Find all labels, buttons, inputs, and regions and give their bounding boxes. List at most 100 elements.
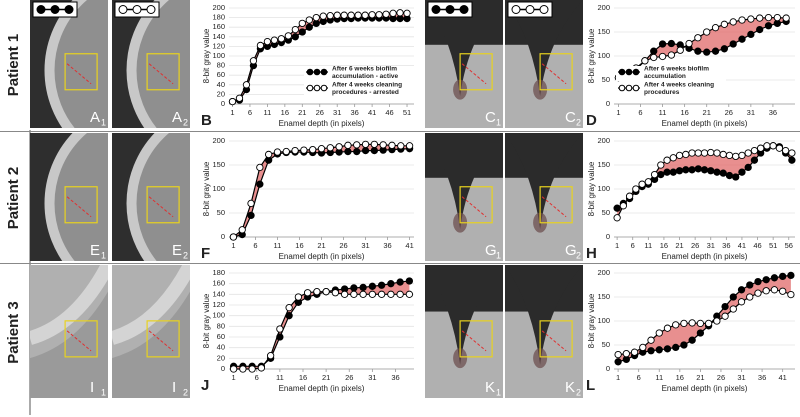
data-point (614, 358, 622, 366)
data-point (744, 149, 752, 157)
y-tick-label: 80 (217, 61, 225, 70)
data-point (773, 13, 781, 22)
photo-label: E (90, 242, 100, 259)
photo-label-sub: 2 (183, 250, 188, 260)
data-point (657, 170, 665, 179)
y-tick-label: 150 (212, 160, 225, 169)
y-axis-title: 8-bit gray value (202, 28, 211, 83)
data-point (787, 271, 795, 280)
data-point (347, 11, 355, 19)
y-tick-label: 20 (217, 353, 225, 362)
data-point (333, 11, 341, 19)
y-axis-title: 8-bit gray value (587, 161, 596, 216)
data-point (335, 143, 343, 151)
profile-line (148, 330, 174, 352)
photo-label: G (485, 242, 497, 259)
data-point (614, 350, 622, 359)
data-point (247, 211, 255, 220)
data-point (319, 12, 327, 20)
data-point (644, 178, 652, 186)
data-point (266, 352, 275, 360)
data-point (387, 290, 395, 298)
x-tick-label: 21 (703, 108, 711, 117)
legend-bg (616, 66, 726, 81)
data-point (672, 321, 680, 329)
photo-label-sub: 1 (101, 250, 106, 260)
data-point (641, 57, 649, 65)
x-tick-label: 26 (691, 241, 699, 250)
data-point (770, 274, 779, 282)
y-tick-label: 100 (597, 184, 610, 193)
photo-label: K (485, 379, 495, 396)
photo-label-sub: 1 (496, 117, 501, 127)
icon-dot (459, 5, 469, 14)
dentin (30, 291, 108, 398)
series-line (233, 143, 410, 238)
legend-marker (320, 68, 328, 76)
data-point (747, 15, 755, 23)
data-point (354, 11, 362, 19)
photo (425, 0, 503, 128)
photo (112, 0, 190, 128)
data-point (387, 280, 395, 288)
data-point (276, 325, 284, 333)
data-point (396, 278, 404, 286)
data-point (672, 343, 680, 352)
photo (505, 0, 583, 128)
photo-label-sub: 2 (576, 117, 581, 127)
x-tick-label: 16 (299, 373, 307, 382)
data-point (707, 167, 715, 175)
data-point (368, 290, 377, 298)
y-tick-label: 100 (597, 51, 610, 60)
photo (425, 265, 503, 398)
data-point (361, 140, 370, 149)
photo-label: G (565, 242, 577, 259)
data-point (720, 20, 729, 28)
data-point (389, 9, 397, 17)
y-tick-label: 40 (217, 80, 225, 89)
data-point (650, 53, 658, 62)
legend-marker (313, 68, 321, 76)
legend-label: After 4 weeks cleaning procedures (644, 81, 714, 96)
legend-marker (618, 68, 626, 76)
data-point (655, 346, 663, 354)
legend-marker (625, 68, 633, 76)
x-tick-label: 1 (232, 373, 236, 382)
data-point (273, 148, 282, 156)
y-tick-label: 50 (602, 208, 610, 217)
data-point (682, 150, 690, 159)
profile-line (541, 63, 567, 85)
data-point (700, 166, 709, 174)
data-point (744, 163, 752, 172)
x-tick-label: 16 (281, 108, 289, 117)
y-tick-label: 60 (217, 70, 225, 79)
data-point (732, 152, 740, 161)
x-tick-label: 21 (317, 241, 325, 250)
x-axis-title: Enamel depth (in pixels) (279, 252, 365, 261)
y-tick-label: 20 (217, 89, 225, 98)
data-point (707, 148, 715, 157)
icon-dot (146, 5, 156, 14)
data-point (350, 284, 358, 292)
x-tick-label: 6 (253, 241, 257, 250)
data-point (688, 149, 696, 157)
y-tick-label: 180 (212, 13, 225, 22)
y-axis-title: 8-bit gray value (202, 293, 211, 348)
data-point (754, 289, 762, 297)
photo (425, 133, 503, 261)
profile-line (66, 63, 92, 85)
x-tick-label: 41 (738, 241, 746, 250)
data-point (729, 18, 737, 26)
data-point (713, 317, 721, 325)
enamel (112, 265, 190, 345)
x-tick-label: 11 (263, 108, 271, 117)
data-point (675, 151, 684, 160)
data-point (405, 142, 414, 150)
data-point (284, 32, 292, 40)
data-point (756, 14, 764, 22)
legend-marker (313, 84, 321, 92)
enamel (44, 0, 108, 128)
data-point (663, 156, 671, 164)
fissure (425, 133, 503, 229)
